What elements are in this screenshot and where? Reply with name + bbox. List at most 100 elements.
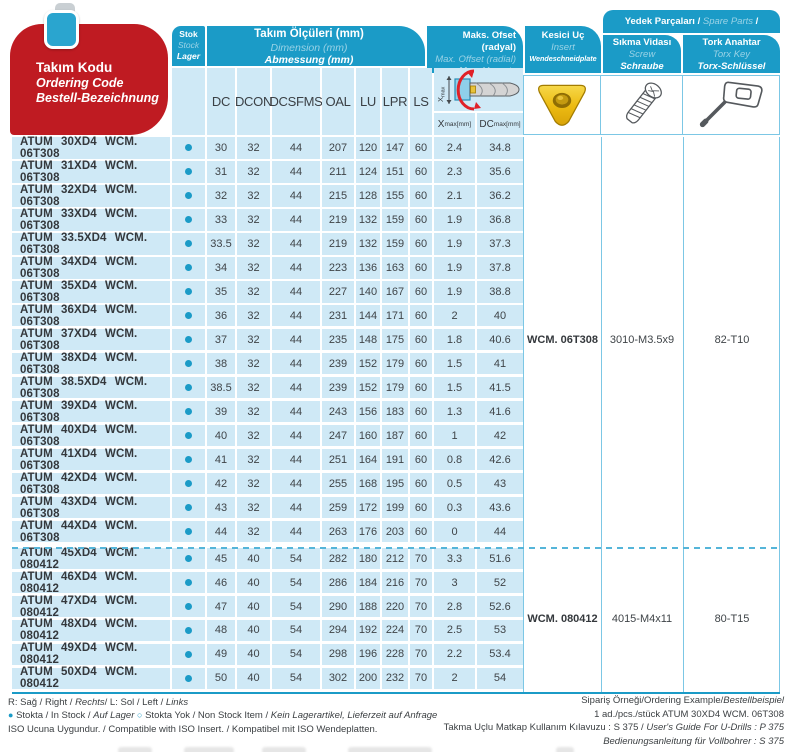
column-divider: [682, 137, 684, 692]
table-row: ATUM 50XD4 WCM. 080412 50 40 54 302 200 232 70 2…: [12, 666, 780, 690]
in-stock-dot-icon: [185, 336, 192, 344]
value-cell: 46: [207, 571, 235, 594]
value-cell: 60: [410, 520, 432, 543]
value-cell: 43.6: [477, 496, 523, 519]
stock-indicator-cell: [172, 352, 205, 375]
value-cell: 223: [322, 256, 354, 279]
torx-label-de: Torx-Schlüssel: [697, 60, 766, 72]
in-stock-dot-icon: [185, 432, 192, 440]
value-cell: 243: [322, 400, 354, 423]
stock-indicator-cell: [172, 256, 205, 279]
value-cell: 60: [410, 184, 432, 207]
cutoff-partial-content: [556, 747, 574, 752]
row-ordering-code: ATUM 40XD4 WCM. 06T308: [12, 424, 170, 448]
group-insert-code: WCM. 080412: [527, 613, 598, 625]
group-insert-code: WCM. 06T308: [527, 334, 598, 346]
row-ordering-code: ATUM 49XD4 WCM. 080412: [12, 642, 170, 666]
value-cell: 60: [410, 496, 432, 519]
table-row: ATUM 32XD4 WCM. 06T308 32 32 44 215 128 155 60 2…: [12, 184, 780, 208]
value-cell: 179: [382, 376, 408, 399]
value-cell: 183: [382, 400, 408, 423]
table-row: ATUM 36XD4 WCM. 06T308 36 32 44 231 144 171 60 2…: [12, 304, 780, 328]
value-cell: 140: [356, 280, 380, 303]
value-cell: 42.6: [477, 448, 523, 471]
value-cell: 231: [322, 304, 354, 327]
table-row: ATUM 49XD4 WCM. 080412 49 40 54 298 196 228 70 2…: [12, 642, 780, 666]
value-cell: 45: [207, 547, 235, 570]
value-cell: 247: [322, 424, 354, 447]
row-ordering-code: ATUM 47XD4 WCM. 080412: [12, 595, 170, 619]
value-cell: 70: [410, 595, 432, 618]
value-cell: 32: [237, 520, 270, 543]
table-row: ATUM 40XD4 WCM. 06T308 40 32 44 247 160 187 60 1…: [12, 424, 780, 448]
in-stock-dot-icon: [185, 216, 192, 224]
row-ordering-code: ATUM 41XD4 WCM. 06T308: [12, 448, 170, 472]
value-cell: 32: [237, 184, 270, 207]
table-body: ATUM 30XD4 WCM. 06T308 30 32 44 207 120 147 60 2…: [12, 136, 780, 692]
value-cell: 44: [207, 520, 235, 543]
value-cell: 32: [237, 304, 270, 327]
row-ordering-code: ATUM 39XD4 WCM. 06T308: [12, 400, 170, 424]
stock-indicator-cell: [172, 304, 205, 327]
value-cell: 255: [322, 472, 354, 495]
value-cell: 32: [237, 472, 270, 495]
value-cell: 2.5: [434, 619, 475, 642]
value-cell: 294: [322, 619, 354, 642]
in-stock-dot-icon: [185, 504, 192, 512]
value-cell: 50: [207, 667, 235, 690]
in-stock-dot-icon: [185, 144, 192, 152]
value-cell: 235: [322, 328, 354, 351]
stock-indicator-cell: [172, 571, 205, 594]
stock-indicator-cell: [172, 643, 205, 666]
value-cell: 39: [207, 400, 235, 423]
value-cell: 227: [322, 280, 354, 303]
screw-photo-cell: [600, 75, 683, 135]
stock-label-de: Lager: [176, 51, 201, 62]
row-ordering-code: ATUM 43XD4 WCM. 06T308: [12, 496, 170, 520]
stock-indicator-cell: [172, 400, 205, 423]
value-cell: 43: [477, 472, 523, 495]
row-ordering-code: ATUM 44XD4 WCM. 06T308: [12, 520, 170, 544]
row-ordering-code: ATUM 38.5XD4 WCM. 06T308: [12, 376, 170, 400]
value-cell: 1: [434, 424, 475, 447]
stock-indicator-cell: [172, 328, 205, 351]
in-stock-dot-icon: [185, 650, 192, 658]
screw-label-tr: Sıkma Vidası: [612, 37, 672, 48]
cutoff-partial-content: [262, 747, 306, 752]
dimensions-header: Takım Ölçüleri (mm) Dimension (mm) Abmes…: [207, 26, 425, 66]
value-cell: 176: [356, 520, 380, 543]
value-cell: 219: [322, 232, 354, 255]
spare-label-en: Spare Parts: [702, 16, 754, 27]
stock-indicator-cell: [172, 280, 205, 303]
stock-subheader-cell: [172, 68, 205, 135]
bookmark-icon: [44, 3, 82, 49]
value-cell: 40: [207, 424, 235, 447]
value-cell: 51.6: [477, 547, 523, 570]
torx-column-header: Tork Anahtar Torx Key Torx-Schlüssel: [683, 35, 780, 73]
value-cell: 34: [207, 256, 235, 279]
row-ordering-code: ATUM 30XD4 WCM. 06T308: [12, 136, 170, 160]
in-stock-dot-icon: [185, 528, 192, 536]
value-cell: 1.3: [434, 400, 475, 423]
stock-indicator-cell: [172, 424, 205, 447]
value-cell: 40: [237, 643, 270, 666]
legend-line: ● Stokta / In Stock / Auf Lager ○ Stokta…: [8, 710, 438, 722]
torx-key-icon: [699, 81, 763, 128]
value-cell: 54: [272, 547, 320, 570]
value-cell: 132: [356, 232, 380, 255]
table-row: ATUM 30XD4 WCM. 06T308 30 32 44 207 120 147 60 2…: [12, 136, 780, 160]
insert-photo-cell: [523, 75, 601, 135]
value-cell: 60: [410, 328, 432, 351]
in-stock-dot-icon: [185, 360, 192, 368]
stock-indicator-cell: [172, 520, 205, 543]
dim-col-label-dc: DC: [207, 68, 235, 135]
value-cell: 0: [434, 520, 475, 543]
value-cell: 32: [237, 137, 270, 159]
value-cell: 70: [410, 619, 432, 642]
bookmark-body-icon: [44, 10, 79, 49]
table-row: ATUM 42XD4 WCM. 06T308 42 32 44 255 168 195 60 0…: [12, 472, 780, 496]
value-cell: 200: [356, 667, 380, 690]
